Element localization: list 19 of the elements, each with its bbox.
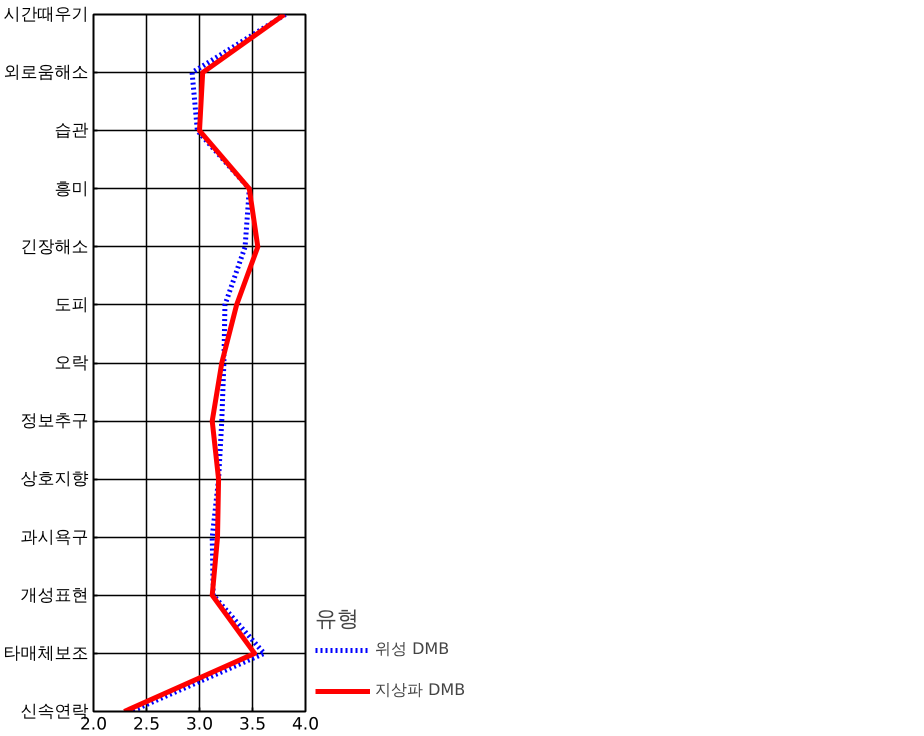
y-tick-label: 도피 bbox=[54, 294, 88, 315]
y-tick-label: 타매체보조 bbox=[4, 643, 88, 664]
y-tick-label: 습관 bbox=[54, 120, 88, 141]
y-tick-label: 상호지향 bbox=[20, 469, 88, 490]
x-tick-label: 2.5 bbox=[132, 714, 160, 734]
legend-label: 위성 DMB bbox=[375, 639, 450, 660]
legend-title: 유형 bbox=[315, 606, 360, 634]
x-tick-label: 4.0 bbox=[292, 714, 320, 734]
y-tick-label: 흥미 bbox=[54, 178, 88, 199]
y-tick-label: 긴장해소 bbox=[20, 236, 88, 257]
y-tick-label: 시간때우기 bbox=[4, 4, 88, 24]
x-tick-label: 3.5 bbox=[238, 714, 266, 734]
y-tick-label: 개성표현 bbox=[20, 585, 88, 606]
legend-label: 지상파 DMB bbox=[375, 680, 466, 701]
y-tick-label: 외로움해소 bbox=[4, 62, 88, 83]
y-tick-label: 정보추구 bbox=[20, 411, 88, 432]
y-tick-label: 과시욕구 bbox=[20, 527, 88, 548]
y-tick-label: 오락 bbox=[54, 353, 88, 373]
x-tick-label: 3.0 bbox=[186, 714, 214, 734]
